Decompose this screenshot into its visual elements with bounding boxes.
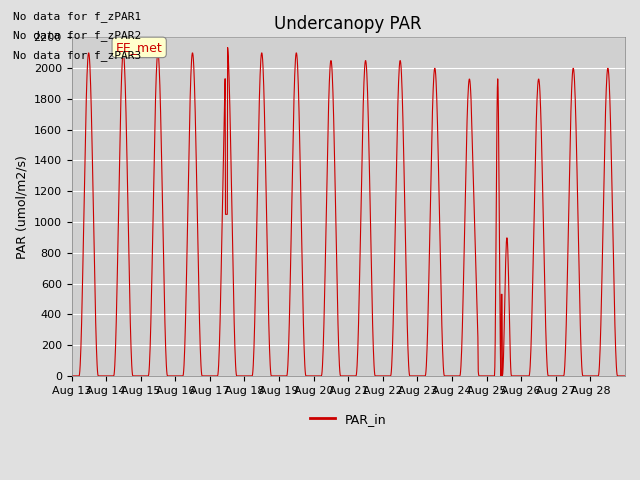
Title: Undercanopy PAR: Undercanopy PAR: [275, 15, 422, 33]
Text: No data for f_zPAR3: No data for f_zPAR3: [13, 49, 141, 60]
Legend: PAR_in: PAR_in: [305, 408, 392, 431]
Y-axis label: PAR (umol/m2/s): PAR (umol/m2/s): [15, 155, 28, 259]
Text: No data for f_zPAR1: No data for f_zPAR1: [13, 11, 141, 22]
Text: EE_met: EE_met: [116, 41, 163, 54]
Text: No data for f_zPAR2: No data for f_zPAR2: [13, 30, 141, 41]
